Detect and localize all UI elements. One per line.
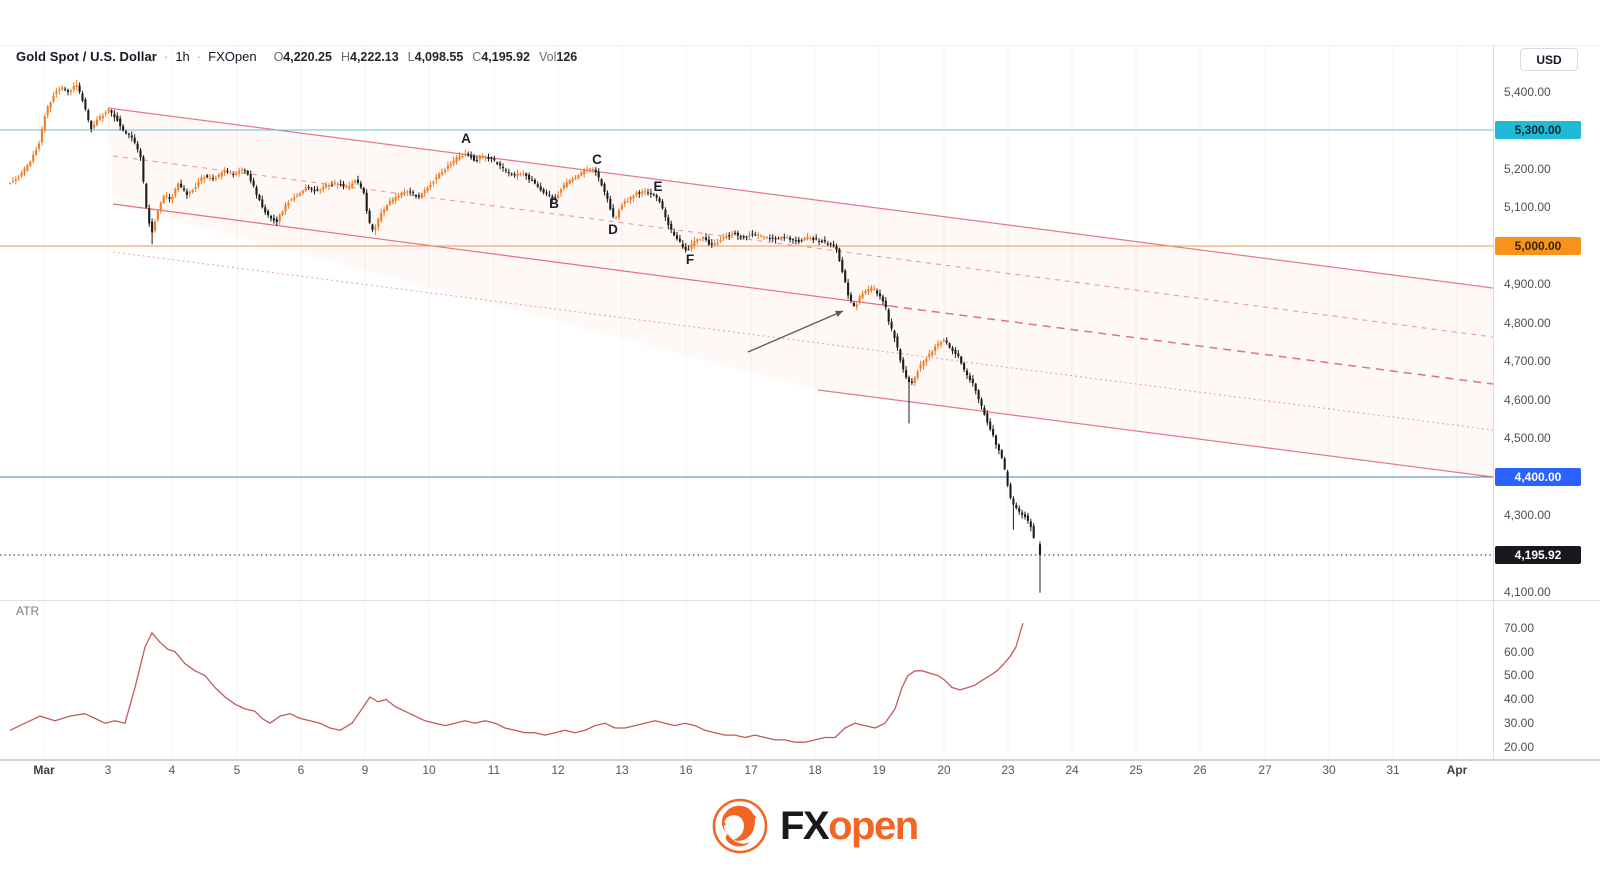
- time-tick-label: 17: [744, 763, 758, 777]
- channel-line: [107, 107, 1493, 289]
- price-tick-label: 4,800.00: [1504, 316, 1551, 330]
- time-tick-label: Apr: [1446, 763, 1468, 777]
- pattern-letter-F: F: [686, 252, 694, 267]
- time-axis-separator: [0, 759, 1600, 761]
- chart-legend: Gold Spot / U.S. Dollar · 1h · FXOpen O4…: [16, 49, 577, 64]
- time-tick-label: 4: [168, 763, 176, 777]
- fxopen-wordmark: FXopen: [780, 798, 919, 854]
- time-tick-label: 13: [615, 763, 629, 777]
- atr-tick-label: 60.00: [1504, 645, 1535, 659]
- price-tick-label: 4,300.00: [1504, 508, 1551, 522]
- time-tick-label: 12: [551, 763, 565, 777]
- time-tick-label: 6: [297, 763, 305, 777]
- ohlc-pair: C4,195.92: [472, 50, 530, 64]
- time-tick-label: 25: [1129, 763, 1143, 777]
- candlestick-series: [8, 79, 1042, 593]
- descending-channel: [107, 107, 1493, 478]
- logo-text-fx: FX: [780, 804, 830, 848]
- time-tick-label: 27: [1258, 763, 1272, 777]
- time-tick-label: 11: [487, 763, 501, 777]
- time-tick-label: 19: [872, 763, 886, 777]
- time-tick-label: Mar: [33, 763, 55, 777]
- pane-separator[interactable]: [0, 600, 1600, 601]
- time-tick-label: 23: [1001, 763, 1015, 777]
- fxopen-logo: FXopen: [712, 797, 919, 855]
- channel-line: [112, 251, 1493, 431]
- time-tick-label: 31: [1386, 763, 1400, 777]
- ohlc-pair: L4,098.55: [407, 50, 464, 64]
- time-tick-label: 30: [1322, 763, 1336, 777]
- ohlc-values: O4,220.25 H4,222.13 L4,098.55 C4,195.92 Vol1…: [274, 49, 578, 64]
- price-axis-separator: [1493, 45, 1494, 761]
- ohlc-pair: O4,220.25: [273, 50, 332, 64]
- legend-separator: ·: [196, 49, 202, 64]
- time-tick-label: 3: [104, 763, 112, 777]
- price-tick-label: 5,200.00: [1504, 162, 1551, 176]
- atr-line: [9, 623, 1024, 743]
- time-tick-label: 26: [1193, 763, 1207, 777]
- price-tick-label: 4,600.00: [1504, 393, 1551, 407]
- grid-lines: [43, 46, 1458, 758]
- symbol-title[interactable]: Gold Spot / U.S. Dollar: [16, 49, 157, 64]
- atr-tick-label: 50.00: [1504, 668, 1535, 682]
- legend-separator: ·: [163, 49, 169, 64]
- price-level-label: 4,195.92: [1495, 546, 1581, 564]
- time-tick-label: 18: [808, 763, 822, 777]
- pattern-letter-C: C: [592, 152, 602, 167]
- atr-tick-label: 30.00: [1504, 716, 1535, 730]
- ohlc-pair: Vol126: [539, 50, 578, 64]
- pattern-letter-B: B: [549, 196, 559, 211]
- provider-label: FXOpen: [208, 49, 257, 64]
- pattern-letter-E: E: [653, 179, 662, 194]
- pattern-letters: A B C D E F: [461, 131, 694, 267]
- chart-top-border: [0, 45, 1600, 46]
- atr-tick-label: 40.00: [1504, 692, 1535, 706]
- atr-tick-label: 20.00: [1504, 740, 1535, 754]
- atr-tick-label: 70.00: [1504, 621, 1535, 635]
- annotation-arrow: [747, 310, 844, 353]
- atr-indicator-label[interactable]: ATR: [16, 604, 40, 618]
- currency-toggle-button[interactable]: USD: [1520, 48, 1578, 71]
- channel-line: [817, 389, 1493, 478]
- time-tick-label: 20: [937, 763, 951, 777]
- ohlc-pair: H4,222.13: [340, 50, 399, 64]
- time-tick-label: 16: [679, 763, 693, 777]
- time-tick-label: 24: [1065, 763, 1079, 777]
- time-tick-label: 10: [422, 763, 436, 777]
- price-tick-label: 4,900.00: [1504, 277, 1551, 291]
- fxopen-emblem-icon: [712, 798, 768, 854]
- price-tick-label: 4,700.00: [1504, 354, 1551, 368]
- channel-line: [889, 305, 1493, 385]
- price-level-label: 5,300.00: [1495, 121, 1581, 139]
- price-tick-label: 5,100.00: [1504, 200, 1551, 214]
- channel-line: [112, 203, 891, 307]
- logo-text-open: open: [828, 804, 919, 848]
- price-tick-label: 4,100.00: [1504, 585, 1551, 599]
- price-level-label: 4,400.00: [1495, 468, 1581, 486]
- time-tick-label: 5: [233, 763, 241, 777]
- timeframe-label[interactable]: 1h: [175, 49, 190, 64]
- price-level-label: 5,000.00: [1495, 237, 1581, 255]
- price-tick-label: 4,500.00: [1504, 431, 1551, 445]
- pattern-letter-A: A: [461, 131, 471, 146]
- price-tick-label: 5,400.00: [1504, 85, 1551, 99]
- time-tick-label: 9: [361, 763, 369, 777]
- pattern-letter-D: D: [608, 222, 618, 237]
- price-level-lines: [0, 129, 1493, 556]
